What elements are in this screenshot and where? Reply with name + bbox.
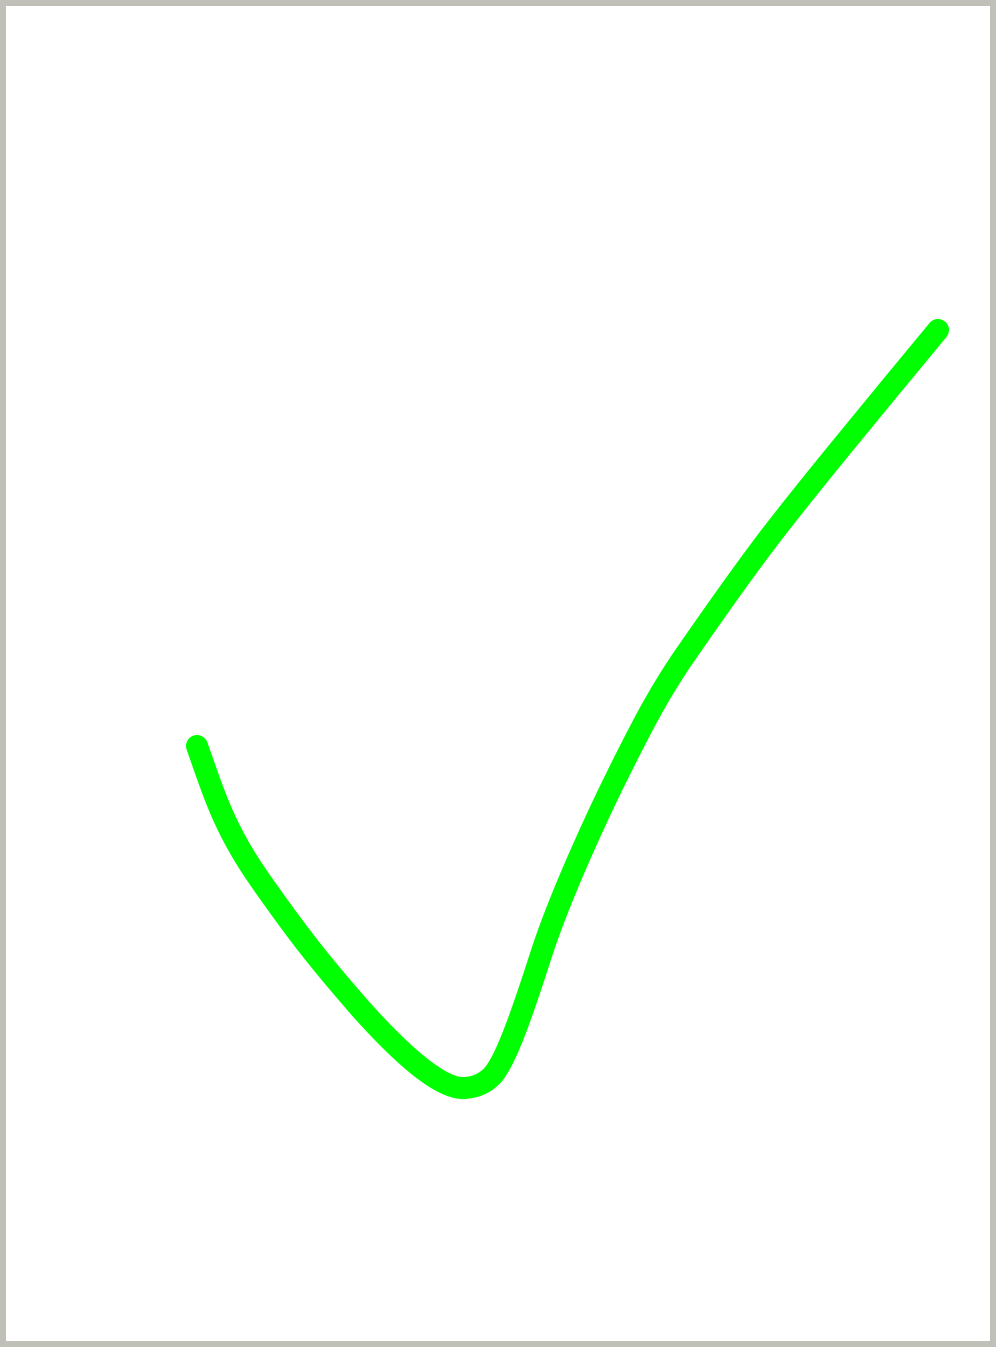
checkmark-icon	[186, 319, 949, 1100]
